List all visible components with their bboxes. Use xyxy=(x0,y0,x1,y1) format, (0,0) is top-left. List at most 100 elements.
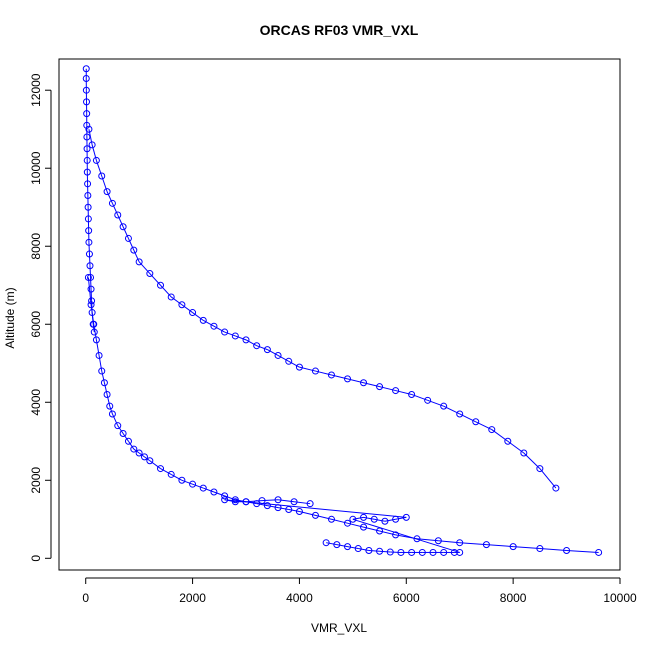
data-point xyxy=(124,437,132,445)
series-segment xyxy=(539,468,557,489)
series-segment xyxy=(106,191,113,204)
data-point xyxy=(472,418,480,426)
data-point xyxy=(85,125,93,133)
data-point xyxy=(98,367,106,375)
data-point xyxy=(258,497,266,505)
data-point xyxy=(392,515,400,523)
data-point xyxy=(221,496,229,504)
series-segment xyxy=(149,273,161,286)
data-point xyxy=(146,457,154,465)
y-axis-label: Altitude (m) xyxy=(3,287,17,348)
data-point xyxy=(274,351,282,359)
data-point xyxy=(440,402,448,410)
data-point xyxy=(311,367,319,375)
series-segment xyxy=(288,360,300,368)
data-point xyxy=(376,547,384,555)
series-segment xyxy=(160,284,172,298)
y-tick-label: 12000 xyxy=(29,73,43,107)
data-point xyxy=(87,301,95,309)
data-point xyxy=(285,506,293,514)
data-point xyxy=(221,492,229,500)
data-point xyxy=(365,546,373,554)
y-tick-label: 8000 xyxy=(29,233,43,260)
y-tick-label: 10000 xyxy=(29,151,43,185)
data-point xyxy=(450,548,458,556)
series-segment xyxy=(181,479,193,485)
data-point xyxy=(263,346,271,354)
data-point xyxy=(231,332,239,340)
series-segment xyxy=(106,394,111,407)
data-point xyxy=(189,480,197,488)
data-point xyxy=(87,285,95,293)
data-point xyxy=(178,301,186,309)
series-segment xyxy=(192,483,204,489)
data-point xyxy=(82,75,90,83)
data-point xyxy=(114,422,122,430)
data-point xyxy=(83,121,91,129)
series-segment xyxy=(90,289,93,301)
data-point xyxy=(87,273,95,281)
data-point xyxy=(88,297,96,305)
series-segment xyxy=(459,542,487,546)
data-point xyxy=(189,309,197,317)
series-segment xyxy=(245,339,257,347)
series-segment xyxy=(87,277,92,305)
data-point xyxy=(408,390,416,398)
series-segment xyxy=(352,518,460,553)
plot-frame xyxy=(58,58,621,571)
series-segment xyxy=(352,516,364,520)
data-point xyxy=(290,498,298,506)
x-tick-label: 6000 xyxy=(393,591,420,605)
data-point xyxy=(456,410,464,418)
data-point xyxy=(327,515,335,523)
series-segment xyxy=(109,406,113,415)
y-tick-label: 4000 xyxy=(29,389,43,416)
series-segment xyxy=(267,349,279,356)
data-point xyxy=(83,168,91,176)
data-point xyxy=(386,548,394,556)
series-segment xyxy=(203,487,215,493)
data-point xyxy=(88,141,96,149)
data-point xyxy=(84,192,92,200)
data-point xyxy=(349,515,357,523)
series-segment xyxy=(235,335,247,341)
series-segment xyxy=(326,542,337,546)
series-segment xyxy=(347,546,359,550)
data-point xyxy=(84,215,92,223)
data-point xyxy=(253,342,261,350)
data-point xyxy=(178,476,186,484)
data-point xyxy=(84,203,92,211)
data-point xyxy=(242,498,250,506)
data-point xyxy=(146,270,154,278)
data-point xyxy=(83,156,91,164)
data-point xyxy=(83,98,91,106)
data-point xyxy=(82,86,90,94)
data-point xyxy=(344,543,352,551)
y-tick-label: 6000 xyxy=(29,311,43,338)
data-point xyxy=(360,513,368,521)
data-point xyxy=(84,273,92,281)
series-segment xyxy=(267,505,279,509)
data-point xyxy=(397,548,405,556)
series-segment xyxy=(539,548,567,551)
data-point xyxy=(119,429,127,437)
data-point xyxy=(295,363,303,371)
data-point xyxy=(322,539,330,547)
data-point xyxy=(106,402,114,410)
x-tick-label: 4000 xyxy=(286,591,313,605)
data-point xyxy=(413,535,421,543)
data-point xyxy=(135,258,143,266)
series-segment xyxy=(486,544,514,548)
data-point xyxy=(333,541,341,549)
data-point xyxy=(563,546,571,554)
data-point xyxy=(311,511,319,519)
series-segment xyxy=(384,518,396,522)
data-point xyxy=(95,351,103,359)
data-point xyxy=(108,199,116,207)
data-point xyxy=(108,410,116,418)
x-tick-label: 0 xyxy=(82,591,89,605)
data-point xyxy=(83,145,91,153)
series-segment xyxy=(256,503,268,507)
data-point xyxy=(295,507,303,515)
data-point xyxy=(103,390,111,398)
